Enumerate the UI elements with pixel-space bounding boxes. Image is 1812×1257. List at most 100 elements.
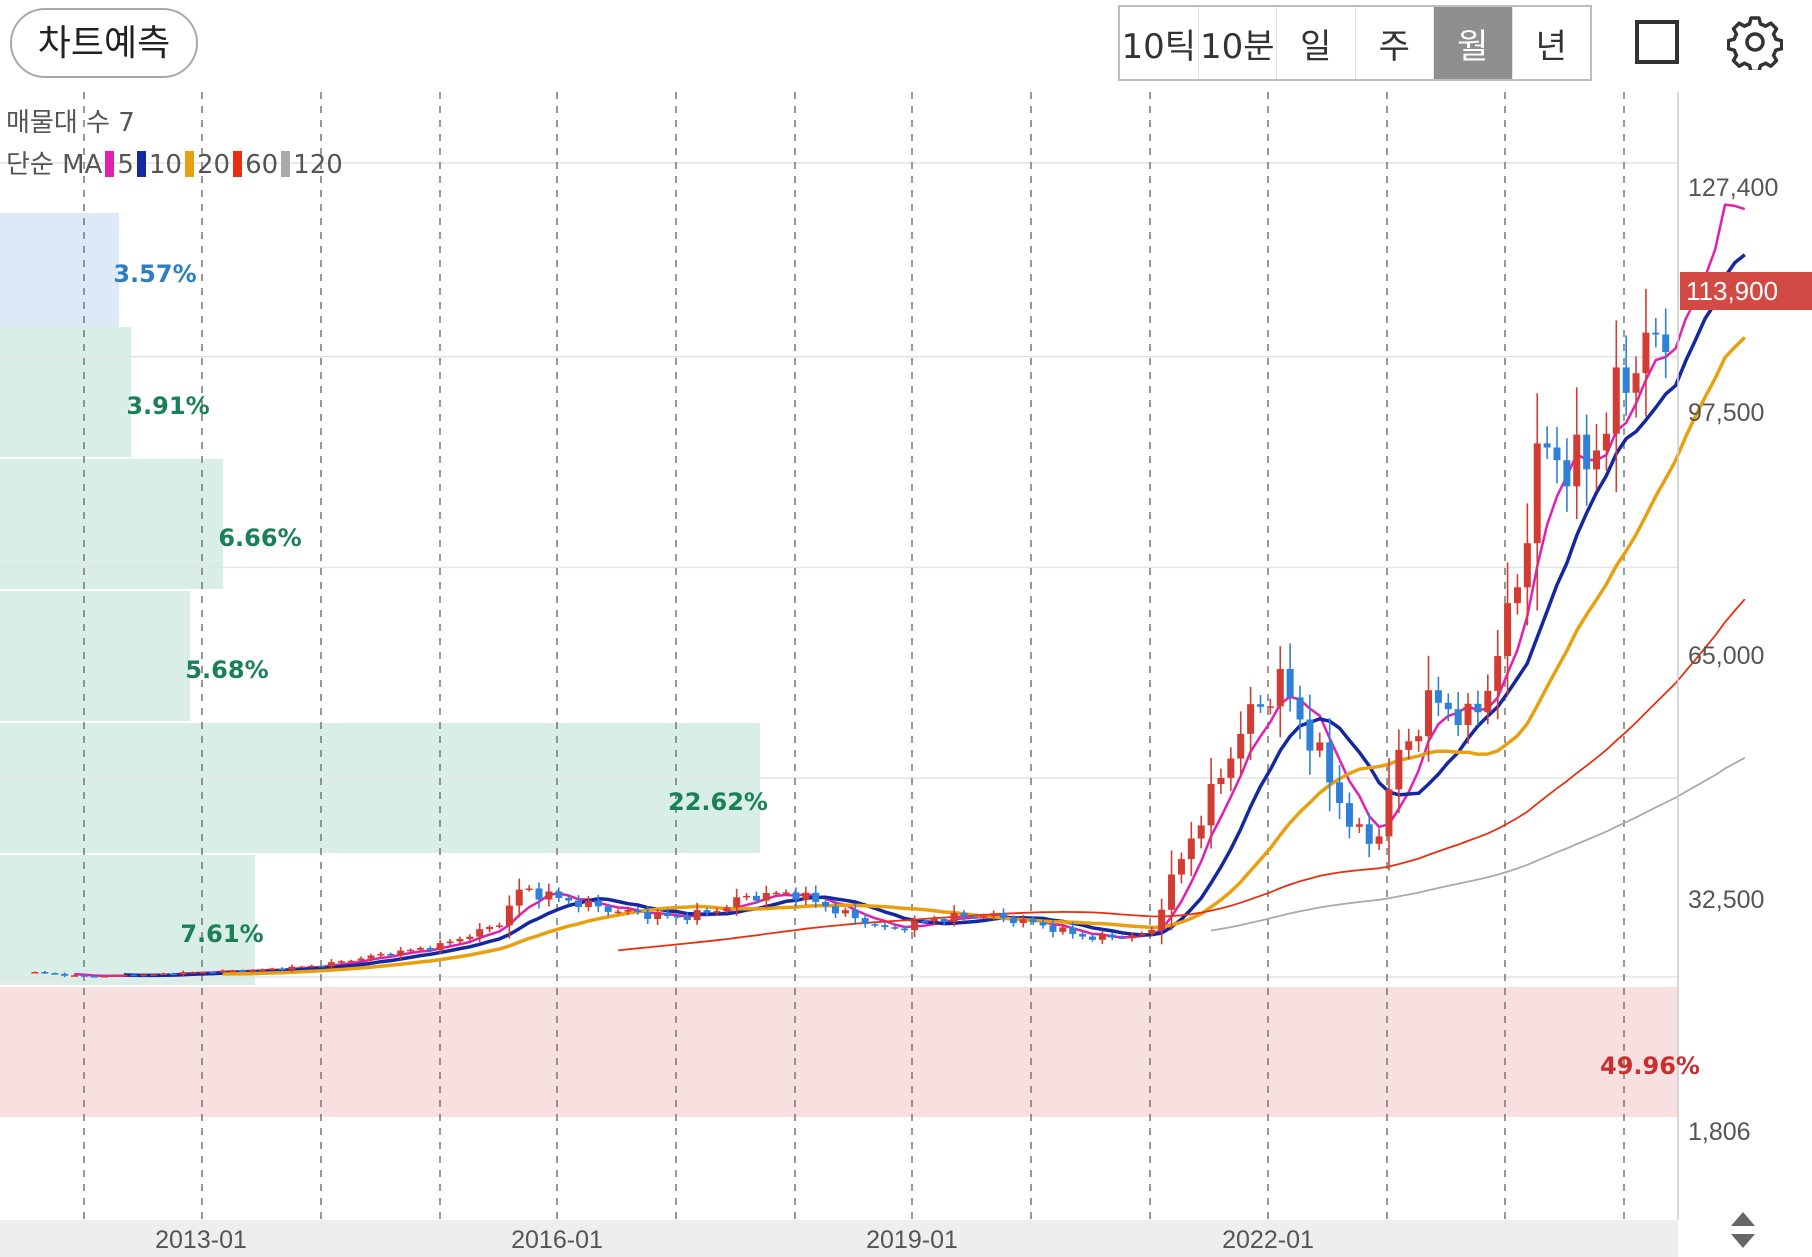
candle <box>535 882 543 909</box>
candle <box>594 894 602 913</box>
candle <box>120 974 128 977</box>
candle-body <box>703 910 711 913</box>
candle <box>397 946 405 960</box>
candlesticks <box>31 288 1670 978</box>
candle-body <box>713 911 721 913</box>
candle <box>1602 412 1610 471</box>
candle <box>436 940 444 954</box>
candle-body <box>673 916 681 918</box>
candle-body <box>229 970 237 972</box>
candle <box>1434 676 1442 716</box>
candle <box>733 888 741 916</box>
candle-body <box>61 973 69 976</box>
y-axis-label: 97,500 <box>1688 399 1764 427</box>
candle-body <box>150 974 158 976</box>
candle-body <box>1583 434 1591 470</box>
chart-predict-button[interactable]: 차트예측 <box>10 8 198 78</box>
candle-body <box>347 960 355 963</box>
tab-month[interactable]: 월 <box>1434 7 1513 79</box>
volume-profile-percent: 5.68% <box>185 656 268 684</box>
candle-body <box>1484 690 1492 713</box>
candle-body <box>565 897 573 901</box>
ma-period: 20 <box>196 150 231 180</box>
tab-10tick[interactable]: 10틱 <box>1120 7 1199 79</box>
chart-canvas[interactable]: 127,400 97,500 65,000 32,500 1,806 2013-… <box>0 92 1812 1257</box>
candle <box>624 907 632 915</box>
tab-year[interactable]: 년 <box>1535 26 1567 67</box>
candle <box>70 974 78 977</box>
chart-axes: 127,400 97,500 65,000 32,500 1,806 2013-… <box>0 92 1778 1257</box>
gear-icon[interactable] <box>1727 14 1783 70</box>
candle-body <box>832 906 840 914</box>
candle <box>1079 931 1087 940</box>
candle-body <box>812 892 820 902</box>
candle <box>1513 574 1521 615</box>
candle <box>199 971 207 974</box>
candle-body <box>1543 443 1551 448</box>
candle-body <box>762 892 770 901</box>
candle <box>1533 393 1541 611</box>
candle <box>416 946 424 952</box>
candle <box>1158 898 1166 945</box>
candle-body <box>110 975 118 977</box>
candle <box>367 953 375 962</box>
x-axis-label: 2022-01 <box>1222 1226 1314 1254</box>
candle <box>1553 426 1561 484</box>
candle-body <box>1158 909 1166 931</box>
axis-scale-arrows-icon[interactable] <box>1728 1210 1758 1250</box>
candle-body <box>1425 690 1433 737</box>
candle <box>654 909 662 925</box>
candle <box>792 887 800 907</box>
candle-body <box>1296 697 1304 720</box>
candle-body <box>248 970 256 972</box>
fullscreen-square-icon[interactable] <box>1635 20 1679 64</box>
candle <box>466 934 474 941</box>
volume-profile <box>0 213 1678 1117</box>
candle-body <box>1662 334 1670 353</box>
candle-body <box>1108 934 1116 938</box>
volume-profile-percent: 3.57% <box>113 260 196 288</box>
candle <box>1444 693 1452 722</box>
candle-body <box>90 976 98 978</box>
ma120-swatch <box>281 151 291 177</box>
candle-body <box>851 910 859 919</box>
candle-body <box>1207 784 1215 826</box>
candle-body <box>1533 443 1541 544</box>
candle <box>1108 932 1116 941</box>
candle-body <box>495 925 503 927</box>
tab-week[interactable]: 주 <box>1356 7 1434 79</box>
candle-body <box>397 950 405 956</box>
candle-body <box>1197 825 1205 839</box>
candle <box>851 903 859 926</box>
candle <box>920 919 928 923</box>
candle <box>1000 908 1008 922</box>
candle <box>1622 335 1630 416</box>
candle <box>150 974 158 976</box>
candle <box>1148 926 1156 937</box>
candle <box>1632 356 1640 418</box>
candle-body <box>130 974 138 977</box>
candle-body <box>416 947 424 950</box>
candle <box>1652 317 1660 348</box>
volume-profile-percent: 3.91% <box>126 392 209 420</box>
candle-body <box>1612 367 1620 434</box>
candle <box>1464 693 1472 744</box>
candle-body <box>41 972 49 974</box>
candle-body <box>367 955 375 959</box>
tab-day[interactable]: 일 <box>1277 7 1356 79</box>
candle-body <box>1385 789 1393 837</box>
candle-body <box>1464 703 1472 725</box>
candle <box>515 878 523 918</box>
price-chart[interactable]: 127,400 97,500 65,000 32,500 1,806 2013-… <box>0 92 1812 1257</box>
candle <box>1276 646 1284 738</box>
candle-body <box>377 953 385 956</box>
volume-profile-band <box>0 591 190 721</box>
candle-body <box>980 916 988 918</box>
candle-body <box>535 888 543 900</box>
candle-body <box>555 891 563 898</box>
candle <box>1266 698 1274 715</box>
candle-body <box>456 938 464 942</box>
x-axis-bar <box>0 1220 1678 1257</box>
candle-body <box>505 905 513 926</box>
tab-10min[interactable]: 10분 <box>1199 7 1277 79</box>
